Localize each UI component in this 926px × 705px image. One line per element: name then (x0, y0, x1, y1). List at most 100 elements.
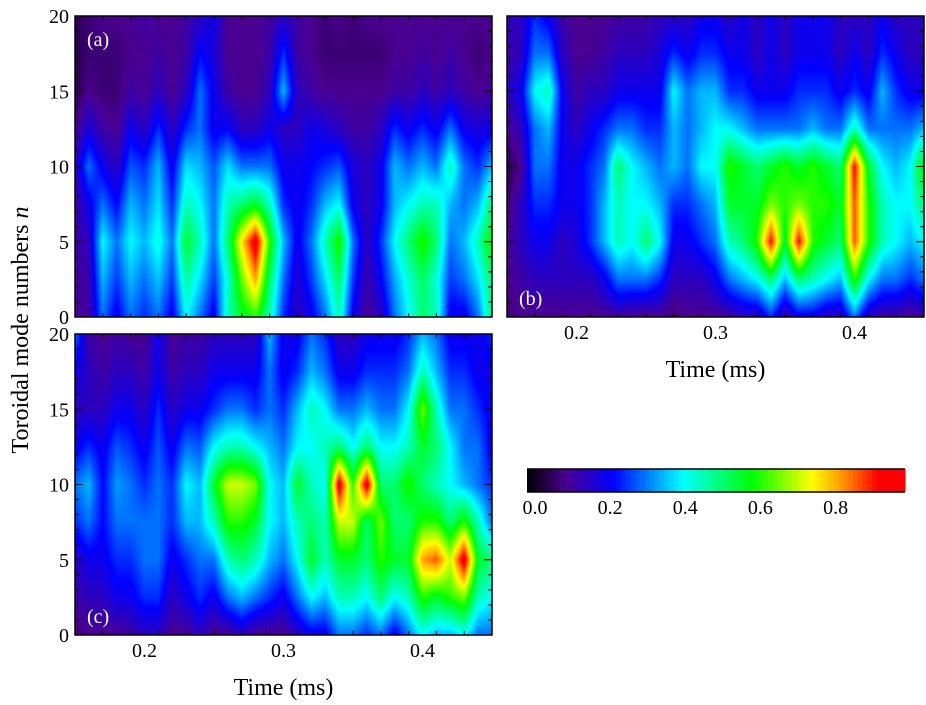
heatmap-cell (193, 466, 207, 504)
colorbar-swatch (545, 469, 552, 492)
heatmap-cell (221, 223, 235, 261)
heatmap-cell (332, 223, 346, 261)
heatmap-cell (193, 72, 207, 110)
heatmap-cell (681, 35, 695, 73)
heatmap-cell (570, 261, 584, 299)
heatmap-cell (848, 261, 862, 299)
heatmap-cell (110, 185, 124, 223)
heatmap-cell (597, 148, 611, 186)
heatmap-image (75, 16, 492, 317)
heatmap-cell (848, 72, 862, 110)
heatmap-cell (290, 503, 304, 541)
heatmap-cell (778, 223, 792, 261)
heatmap-cell (556, 72, 570, 110)
colorbar-swatch (843, 469, 849, 492)
panel-label: (c) (87, 606, 109, 628)
heatmap-cell (138, 72, 152, 110)
heatmap-cell (792, 0, 806, 35)
heatmap-cell (625, 148, 639, 186)
heatmap-cell (889, 223, 903, 261)
heatmap-cell (597, 223, 611, 261)
heatmap-cell (138, 428, 152, 466)
heatmap-cell (124, 390, 138, 428)
heatmap-cell (332, 72, 346, 110)
heatmap-cell (263, 261, 277, 299)
heatmap-cell (374, 541, 388, 579)
heatmap-cell (110, 353, 124, 391)
heatmap-cell (151, 223, 165, 261)
heatmap-cell (820, 148, 834, 186)
heatmap-cell (764, 0, 778, 35)
heatmap-cell (110, 35, 124, 73)
heatmap-cell (806, 72, 820, 110)
heatmap-cell (165, 223, 179, 261)
heatmap-cell (263, 503, 277, 541)
heatmap-cell (304, 35, 318, 73)
heatmap-cell (165, 110, 179, 148)
heatmap-cell (457, 541, 471, 579)
heatmap-cell (332, 428, 346, 466)
heatmap-cell (570, 185, 584, 223)
heatmap-cell (263, 72, 277, 110)
colorbar-swatch (706, 469, 712, 492)
heatmap-cell (124, 541, 138, 579)
colorbar-swatch (569, 469, 575, 492)
y-tick-label: 15 (49, 81, 69, 103)
heatmap-cell (889, 72, 903, 110)
colorbar-swatch (777, 469, 783, 492)
heatmap-cell (332, 148, 346, 186)
heatmap-cell (457, 579, 471, 617)
heatmap-cell (277, 579, 291, 617)
heatmap-cell (764, 261, 778, 299)
heatmap-cell (514, 148, 528, 186)
heatmap-cell (416, 503, 430, 541)
heatmap-cell (221, 148, 235, 186)
heatmap-cell (96, 466, 110, 504)
heatmap-cell (235, 35, 249, 73)
heatmap-cell (681, 72, 695, 110)
heatmap-cell (193, 223, 207, 261)
heatmap-cell (402, 579, 416, 617)
colorbar-swatch (815, 469, 821, 492)
heatmap-cell (820, 72, 834, 110)
heatmap-cell (263, 428, 277, 466)
colorbar-swatch (593, 469, 599, 492)
colorbar-swatch (753, 469, 760, 492)
colorbar-swatch (673, 469, 679, 492)
heatmap-cell (443, 579, 457, 617)
heatmap-cell (653, 185, 667, 223)
heatmap-cell (889, 110, 903, 148)
heatmap-cell (249, 185, 263, 223)
heatmap-cell (249, 579, 263, 617)
heatmap-cell (429, 466, 443, 504)
heatmap-cell (402, 185, 416, 223)
heatmap-cell (388, 428, 402, 466)
heatmap-cell (124, 353, 138, 391)
colorbar-swatch (890, 469, 897, 492)
heatmap-cell (889, 35, 903, 73)
heatmap-cell (332, 466, 346, 504)
heatmap-cell (778, 148, 792, 186)
colorbar-swatch (824, 469, 830, 492)
heatmap-cell (903, 0, 917, 35)
heatmap-cell (583, 110, 597, 148)
heatmap-cell (304, 0, 318, 35)
heatmap-cell (124, 428, 138, 466)
heatmap-cell (443, 466, 457, 504)
heatmap-cell (304, 185, 318, 223)
x-tick-label: 0.3 (271, 640, 296, 662)
colorbar-swatch (853, 469, 859, 492)
heatmap-cell (110, 390, 124, 428)
heatmap-cell (471, 223, 485, 261)
heatmap-cell (388, 72, 402, 110)
heatmap-cell (332, 185, 346, 223)
x-tick-label: 0.4 (410, 640, 435, 662)
heatmap-cell (848, 148, 862, 186)
heatmap-cell (402, 110, 416, 148)
heatmap-cell (151, 503, 165, 541)
heatmap-cell (374, 353, 388, 391)
heatmap-cell (96, 261, 110, 299)
heatmap-cell (318, 185, 332, 223)
colorbar-swatch (810, 469, 816, 492)
heatmap-cell (277, 390, 291, 428)
